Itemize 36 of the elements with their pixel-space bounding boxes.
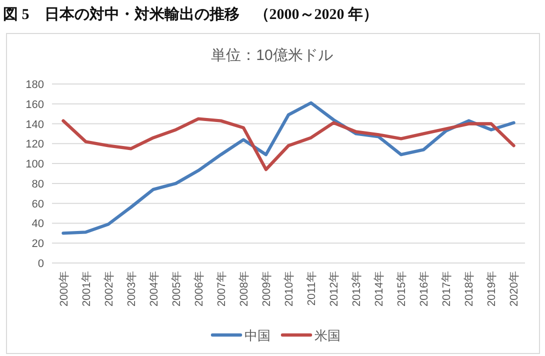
x-tick-label: 2020年 — [508, 271, 521, 306]
x-tick-label: 2018年 — [464, 271, 476, 306]
x-tick-label: 2017年 — [441, 271, 454, 306]
y-tick-label: 80 — [32, 178, 44, 190]
legend-label: 中国 — [244, 328, 270, 343]
y-tick-label: 20 — [32, 238, 44, 250]
x-tick-label: 2000年 — [58, 271, 70, 306]
y-tick-label: 0 — [38, 258, 44, 270]
x-tick-label: 2006年 — [193, 271, 206, 306]
y-tick-label: 60 — [32, 198, 44, 210]
chart-subtitle: 単位：10億米ドル — [211, 47, 333, 64]
x-tick-label: 2015年 — [396, 271, 408, 306]
chart-title: 図 5 日本の対中・対米輸出の推移 （2000～2020 年） — [3, 5, 378, 23]
y-tick-label: 40 — [32, 218, 44, 230]
x-tick-label: 2004年 — [148, 271, 160, 306]
y-tick-label: 160 — [26, 98, 44, 111]
y-tick-label: 100 — [26, 158, 44, 171]
x-tick-label: 2001年 — [80, 271, 93, 306]
line-series — [62, 117, 516, 172]
x-tick-label: 2003年 — [126, 271, 138, 306]
x-tick-label: 2010年 — [284, 271, 296, 306]
legend-label: 米国 — [314, 328, 340, 343]
x-tick-label: 2005年 — [170, 271, 183, 306]
y-tick-label: 120 — [26, 138, 44, 151]
x-tick-label: 2012年 — [328, 271, 341, 306]
x-tick-label: 2016年 — [418, 271, 431, 306]
y-tick-label: 180 — [26, 79, 44, 91]
x-tick-label: 2011年 — [306, 271, 318, 306]
y-tick-label: 140 — [26, 118, 44, 131]
x-tick-label: 2009年 — [260, 271, 273, 306]
x-tick-label: 2008年 — [238, 271, 250, 306]
x-tick-label: 2002年 — [103, 271, 116, 306]
x-tick-label: 2013年 — [351, 271, 364, 306]
x-tick-label: 2019年 — [486, 271, 498, 306]
x-tick-label: 2007年 — [216, 271, 228, 306]
x-tick-label: 2014年 — [374, 271, 386, 306]
